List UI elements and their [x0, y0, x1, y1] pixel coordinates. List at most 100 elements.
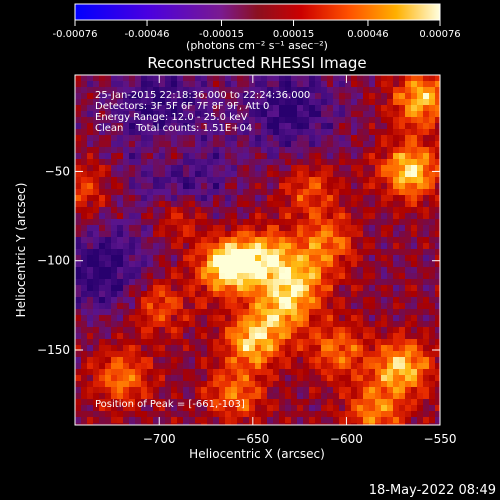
heatmap-cell — [243, 363, 250, 370]
heatmap-cell — [237, 153, 244, 160]
heatmap-cell — [93, 111, 100, 118]
heatmap-cell — [105, 423, 112, 425]
heatmap-cell — [399, 117, 406, 124]
heatmap-cell — [315, 339, 322, 346]
heatmap-cell — [93, 345, 100, 352]
heatmap-cell — [147, 333, 154, 340]
heatmap-cell — [147, 99, 154, 106]
heatmap-cell — [255, 111, 262, 118]
heatmap-cell — [435, 255, 440, 262]
heatmap-cell — [147, 267, 154, 274]
heatmap-cell — [363, 129, 370, 136]
heatmap-cell — [309, 261, 316, 268]
heatmap-cell — [129, 249, 136, 256]
heatmap-cell — [261, 171, 268, 178]
heatmap-cell — [411, 423, 418, 425]
heatmap-cell — [261, 255, 268, 262]
heatmap-cell — [231, 243, 238, 250]
heatmap-cell — [207, 387, 214, 394]
heatmap-cell — [171, 99, 178, 106]
heatmap-cell — [123, 339, 130, 346]
heatmap-cell — [87, 141, 94, 148]
heatmap-cell — [195, 291, 202, 298]
heatmap-cell — [375, 117, 382, 124]
heatmap-cell — [393, 369, 400, 376]
heatmap-cell — [423, 405, 430, 412]
heatmap-cell — [399, 405, 406, 412]
heatmap-cell — [315, 177, 322, 184]
heatmap-cell — [309, 123, 316, 130]
heatmap-cell — [213, 255, 220, 262]
heatmap-cell — [309, 375, 316, 382]
heatmap-cell — [189, 321, 196, 328]
heatmap-cell — [153, 339, 160, 346]
heatmap-cell — [153, 333, 160, 340]
heatmap-cell — [231, 213, 238, 220]
heatmap-cell — [165, 405, 172, 412]
heatmap-cell — [435, 375, 440, 382]
heatmap-cell — [345, 249, 352, 256]
heatmap-cell — [201, 207, 208, 214]
heatmap-cell — [327, 327, 334, 334]
chart-title: Reconstructed RHESSI Image — [147, 54, 366, 72]
heatmap-cell — [417, 87, 424, 94]
heatmap-cell — [189, 291, 196, 298]
heatmap-cell — [99, 309, 106, 316]
heatmap-cell — [153, 141, 160, 148]
heatmap-cell — [327, 423, 334, 425]
heatmap-cell — [351, 321, 358, 328]
heatmap-cell — [177, 417, 184, 424]
heatmap-cell — [381, 387, 388, 394]
heatmap-cell — [87, 183, 94, 190]
heatmap-cell — [411, 135, 418, 142]
heatmap-cell — [267, 327, 274, 334]
heatmap-cell — [285, 183, 292, 190]
heatmap-cell — [435, 267, 440, 274]
heatmap-cell — [123, 201, 130, 208]
heatmap-cell — [135, 135, 142, 142]
heatmap-cell — [231, 105, 238, 112]
heatmap-cell — [279, 333, 286, 340]
heatmap-cell — [423, 315, 430, 322]
heatmap-cell — [321, 195, 328, 202]
heatmap-cell — [93, 261, 100, 268]
heatmap-cell — [267, 405, 274, 412]
heatmap-cell — [111, 411, 118, 418]
heatmap-cell — [129, 399, 136, 406]
heatmap-cell — [123, 399, 130, 406]
heatmap-cell — [129, 261, 136, 268]
heatmap-cell — [261, 339, 268, 346]
heatmap-cell — [165, 417, 172, 424]
heatmap-cell — [357, 339, 364, 346]
heatmap-cell — [183, 231, 190, 238]
heatmap-cell — [327, 189, 334, 196]
heatmap-cell — [75, 135, 82, 142]
heatmap-cell — [153, 81, 160, 88]
heatmap-cell — [237, 159, 244, 166]
heatmap-cell — [309, 417, 316, 424]
heatmap-cell — [411, 273, 418, 280]
heatmap-cell — [261, 153, 268, 160]
heatmap-cell — [423, 81, 430, 88]
heatmap-cell — [99, 123, 106, 130]
heatmap-cell — [297, 273, 304, 280]
heatmap-cell — [123, 369, 130, 376]
heatmap-cell — [231, 99, 238, 106]
heatmap-cell — [261, 231, 268, 238]
heatmap-cell — [417, 213, 424, 220]
heatmap-cell — [273, 309, 280, 316]
heatmap-cell — [393, 333, 400, 340]
heatmap-cell — [285, 255, 292, 262]
heatmap-cell — [345, 315, 352, 322]
heatmap-cell — [99, 387, 106, 394]
heatmap-cell — [129, 285, 136, 292]
heatmap-cell — [405, 273, 412, 280]
heatmap-cell — [381, 411, 388, 418]
heatmap-cell — [405, 261, 412, 268]
heatmap-cell — [243, 411, 250, 418]
heatmap-cell — [375, 381, 382, 388]
heatmap-cell — [357, 387, 364, 394]
heatmap-cell — [345, 237, 352, 244]
heatmap-cell — [111, 219, 118, 226]
heatmap-cell — [201, 189, 208, 196]
